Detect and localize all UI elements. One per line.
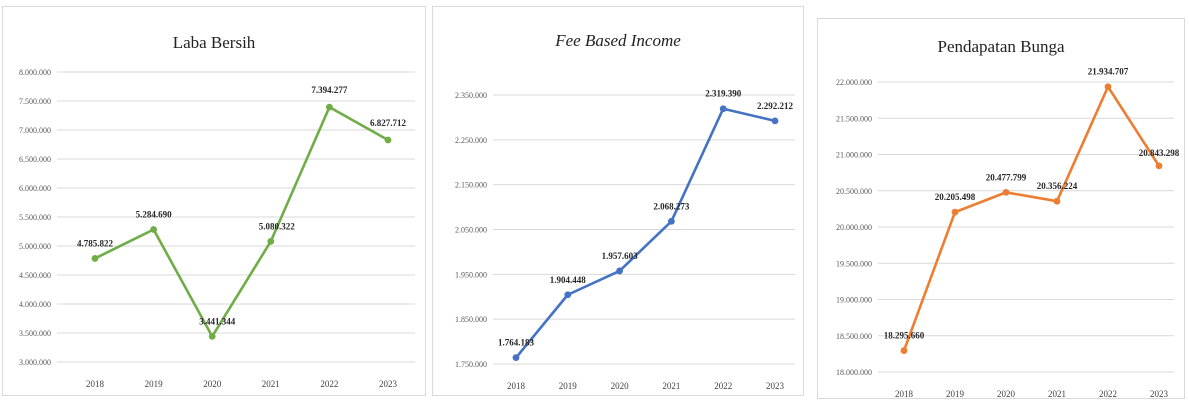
chart-title: Pendapatan Bunga bbox=[937, 37, 1065, 56]
x-tick-label: 2022 bbox=[1099, 389, 1117, 399]
y-tick-label: 4.500.000 bbox=[19, 271, 51, 280]
data-label: 2.068.273 bbox=[653, 201, 690, 211]
data-point bbox=[564, 291, 572, 299]
data-label: 5.080.322 bbox=[259, 221, 296, 231]
y-tick-label: 6.500.000 bbox=[19, 155, 51, 164]
data-point bbox=[512, 354, 520, 362]
x-tick-label: 2020 bbox=[611, 381, 630, 391]
data-point bbox=[1002, 188, 1010, 196]
y-tick-label: 1.750.000 bbox=[455, 360, 487, 369]
x-tick-label: 2019 bbox=[559, 381, 578, 391]
x-tick-label: 2023 bbox=[379, 379, 398, 389]
x-tick-label: 2021 bbox=[262, 379, 280, 389]
y-tick-label: 3.500.000 bbox=[19, 329, 51, 338]
chart-panel-fee-based-income: Fee Based Income 1.750.000 1.850.000 1.950… bbox=[432, 6, 804, 396]
data-label: 2.319.390 bbox=[705, 89, 742, 99]
y-tick-label: 6.000.000 bbox=[19, 184, 51, 193]
data-point bbox=[1104, 83, 1112, 91]
y-tick-label: 2.150.000 bbox=[455, 181, 487, 190]
data-point bbox=[91, 255, 99, 262]
x-tick-label: 2023 bbox=[1150, 389, 1169, 399]
data-label: 1.764.183 bbox=[498, 338, 535, 348]
data-label: 1.957.603 bbox=[602, 251, 639, 261]
y-tick-label: 1.950.000 bbox=[455, 270, 487, 279]
y-tick-label: 2.250.000 bbox=[455, 136, 487, 145]
data-label: 3.441.344 bbox=[199, 316, 236, 326]
y-tick-label: 5.500.000 bbox=[19, 213, 51, 222]
line-chart-svg: 3.000.000 3.500.000 4.000.000 4.500.000 5.00… bbox=[19, 68, 415, 389]
y-tick-label: 5.000.000 bbox=[19, 242, 51, 251]
chart-panel-laba-bersih: Laba Bersih 3.000.000 3.500.000 4.000.000 4… bbox=[2, 6, 426, 396]
x-tick-label: 2018 bbox=[895, 389, 914, 399]
data-label: 6.827.712 bbox=[370, 118, 407, 128]
chart-title: Laba Bersih bbox=[172, 33, 256, 52]
y-tick-label: 4.000.000 bbox=[19, 300, 51, 309]
line-chart-svg: 18.000.000 18.500.000 19.000.000 19.500.000… bbox=[836, 67, 1180, 399]
chart-title: Fee Based Income bbox=[555, 31, 681, 50]
data-label: 20.205.498 bbox=[935, 192, 976, 202]
chart-panel-pendapatan-bunga: Pendapatan Bunga 18.000.000 18.500.000 19.… bbox=[817, 18, 1185, 399]
data-point bbox=[900, 347, 908, 354]
data-point bbox=[616, 267, 623, 275]
y-tick-label: 7.500.000 bbox=[19, 97, 51, 106]
x-tick-label: 2019 bbox=[946, 389, 965, 399]
series-line bbox=[514, 107, 776, 359]
y-tick-label: 18.000.000 bbox=[836, 368, 872, 377]
y-tick-label: 19.500.000 bbox=[836, 259, 872, 268]
data-point bbox=[1053, 197, 1061, 205]
y-tick-label: 2.050.000 bbox=[455, 226, 487, 235]
data-label: 20.477.799 bbox=[986, 172, 1027, 182]
data-point bbox=[1155, 162, 1163, 170]
x-tick-label: 2020 bbox=[203, 379, 222, 389]
data-point bbox=[326, 103, 333, 111]
data-label: 7.394.277 bbox=[311, 85, 348, 95]
data-label: 1.904.448 bbox=[550, 275, 587, 285]
data-point bbox=[150, 226, 158, 233]
data-label: 5.284.690 bbox=[136, 209, 173, 219]
y-tick-label: 22.000.000 bbox=[836, 78, 872, 87]
x-tick-label: 2018 bbox=[86, 379, 105, 389]
y-tick-label: 7.000.000 bbox=[19, 126, 51, 135]
x-tick-label: 2020 bbox=[997, 389, 1016, 399]
y-tick-label: 19.000.000 bbox=[836, 296, 872, 305]
data-point bbox=[208, 333, 216, 340]
data-label: 4.785.822 bbox=[77, 238, 114, 248]
y-tick-label: 18.500.000 bbox=[836, 332, 872, 341]
series-line bbox=[902, 85, 1161, 352]
x-tick-label: 2019 bbox=[145, 379, 164, 389]
y-tick-label: 20.000.000 bbox=[836, 223, 872, 232]
x-tick-label: 2023 bbox=[766, 381, 785, 391]
x-tick-label: 2022 bbox=[714, 381, 732, 391]
y-tick-label: 8.000.000 bbox=[19, 68, 51, 77]
x-tick-label: 2021 bbox=[1048, 389, 1066, 399]
data-point bbox=[951, 208, 959, 216]
data-point bbox=[668, 217, 675, 225]
y-tick-label: 21.000.000 bbox=[836, 151, 872, 160]
y-tick-label: 2.350.000 bbox=[455, 91, 487, 100]
data-point bbox=[267, 237, 275, 245]
data-label: 20.356.224 bbox=[1037, 181, 1078, 191]
data-label: 2.292.212 bbox=[757, 101, 794, 111]
data-point bbox=[384, 136, 392, 144]
series-line bbox=[94, 105, 389, 338]
data-point bbox=[719, 105, 727, 113]
x-tick-label: 2018 bbox=[507, 381, 526, 391]
y-tick-label: 3.000.000 bbox=[19, 358, 51, 367]
line-chart-svg: 1.750.000 1.850.000 1.950.000 2.050.000 2.15… bbox=[455, 89, 795, 391]
data-label: 18.295.660 bbox=[884, 331, 925, 341]
data-label: 20.843.298 bbox=[1139, 148, 1180, 158]
data-label: 21.934.707 bbox=[1088, 67, 1129, 77]
y-tick-label: 20.500.000 bbox=[836, 187, 872, 196]
data-point bbox=[771, 117, 779, 125]
x-tick-label: 2022 bbox=[320, 379, 338, 389]
x-tick-label: 2021 bbox=[662, 381, 680, 391]
y-tick-label: 21.500.000 bbox=[836, 114, 872, 123]
y-tick-label: 1.850.000 bbox=[455, 315, 487, 324]
